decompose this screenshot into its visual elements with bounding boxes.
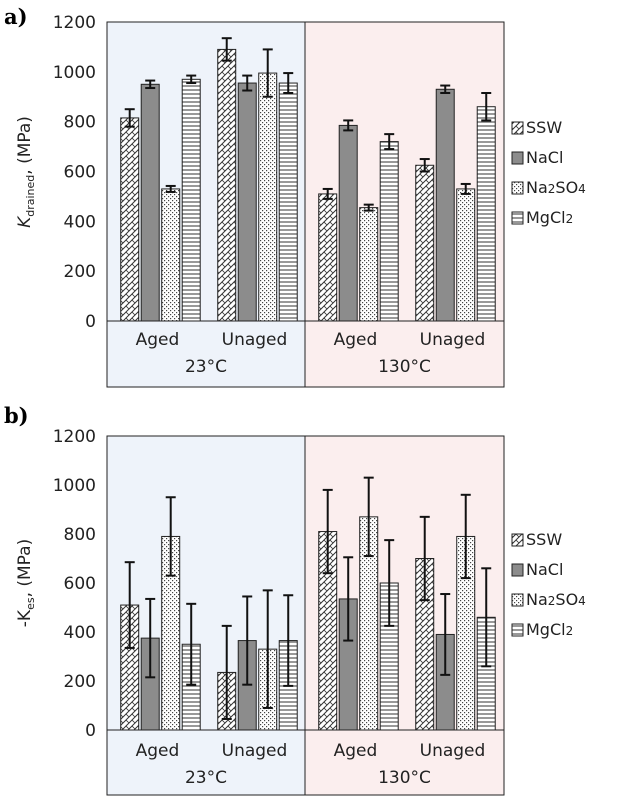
category-label: Unaged <box>222 741 288 761</box>
legend-swatch-nacl <box>511 151 524 165</box>
category-label: Aged <box>334 741 378 761</box>
y-tick-label: 1200 <box>53 13 96 33</box>
legend-swatch-ssw <box>511 121 524 135</box>
bar-mgcl2 <box>181 78 201 322</box>
bar-nacl <box>435 88 455 322</box>
bar-ssw <box>415 164 435 322</box>
bar-nacl <box>140 83 160 322</box>
legend-label: Na2SO4 <box>526 178 586 197</box>
bar-mgcl2 <box>379 141 399 322</box>
bar-na2so4 <box>359 207 379 322</box>
bar-ssw <box>318 193 338 322</box>
legend-label: MgCl2 <box>526 208 573 227</box>
y-tick-label: 200 <box>64 262 96 282</box>
legend-label: NaCl <box>526 560 563 579</box>
y-tick-label: 400 <box>64 212 96 232</box>
bar-ssw <box>120 117 140 322</box>
legend-label: SSW <box>526 118 562 137</box>
bar-nacl <box>237 82 257 322</box>
legend-swatch-na2so4 <box>511 181 524 195</box>
category-label: Unaged <box>420 741 486 761</box>
legend-swatch-mgcl2 <box>511 623 524 637</box>
legend-label: Na2SO4 <box>526 590 586 609</box>
y-tick-label: 400 <box>64 623 96 643</box>
y-tick-label: 1200 <box>53 427 96 447</box>
legend-label: NaCl <box>526 148 563 167</box>
y-axis-label: -Kes, (MPa) <box>15 539 37 627</box>
legend-label: MgCl2 <box>526 620 573 639</box>
y-tick-label: 1000 <box>53 476 96 496</box>
y-tick-label: 600 <box>64 163 96 183</box>
legend-swatch-mgcl2 <box>511 211 524 225</box>
category-label: Aged <box>136 330 180 350</box>
panel-label: a) <box>4 4 28 29</box>
legend-swatch-ssw <box>511 533 524 547</box>
temperature-label: 130°C <box>378 357 431 377</box>
y-tick-label: 0 <box>85 312 96 332</box>
bar-mgcl2 <box>278 82 298 322</box>
temperature-label: 23°C <box>185 357 227 377</box>
bar-ssw <box>217 48 237 322</box>
y-tick-label: 600 <box>64 574 96 594</box>
panel-a: a) Kdrained, (MPa) 0 200 400 600 800 1000 1200… <box>4 4 586 388</box>
category-label: Unaged <box>420 330 486 350</box>
category-label: Unaged <box>222 330 288 350</box>
y-tick-label: 800 <box>64 113 96 133</box>
bar-na2so4 <box>161 188 181 322</box>
panel-label: b) <box>4 403 29 428</box>
bar-na2so4 <box>456 188 476 322</box>
legend-swatch-na2so4 <box>511 593 524 607</box>
y-tick-label: 1000 <box>53 63 96 83</box>
y-tick-label: 0 <box>85 721 96 741</box>
category-label: Aged <box>136 741 180 761</box>
y-tick-label: 200 <box>64 672 96 692</box>
temperature-label: 130°C <box>378 768 431 788</box>
y-tick-label: 800 <box>64 525 96 545</box>
bar-mgcl2 <box>476 106 496 322</box>
bar-na2so4 <box>258 72 278 322</box>
temp-panel-23 <box>106 435 306 796</box>
temperature-label: 23°C <box>185 768 227 788</box>
category-label: Aged <box>334 330 378 350</box>
legend-label: SSW <box>526 530 562 549</box>
legend-swatch-nacl <box>511 563 524 577</box>
y-axis-label: Kdrained, (MPa) <box>15 116 37 228</box>
bar-nacl <box>338 124 358 322</box>
panel-b: b) -Kes, (MPa) 0 200 400 600 800 1000 1200 Aged… <box>4 403 586 796</box>
